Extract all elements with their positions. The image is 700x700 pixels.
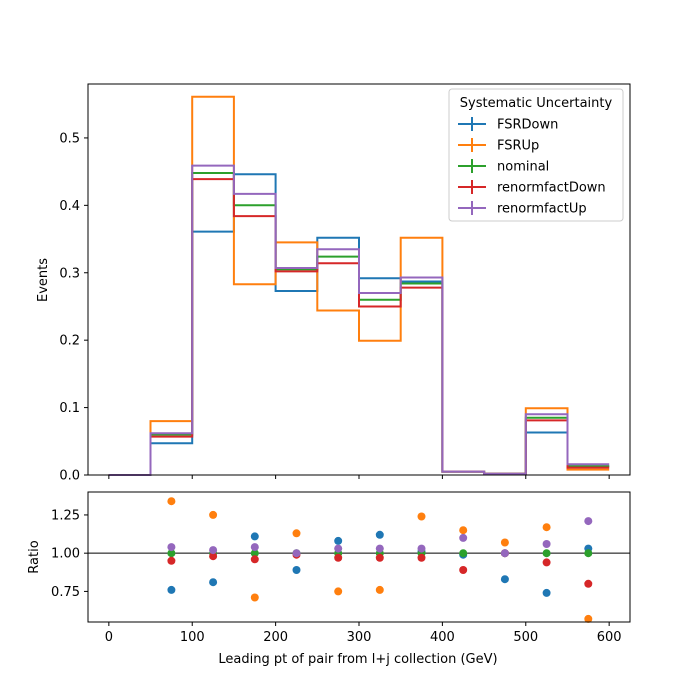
main-histogram-panel: 0.0 0.1 0.2 0.3 0.4 0.5 Events Systematic Unc… — [36, 83, 631, 484]
ratio-x-ticks: 0 100 200 300 400 500 600 — [105, 622, 622, 645]
legend-entry-nominal: nominal — [458, 159, 549, 175]
ratio-point-renormfactUp — [167, 543, 176, 552]
ratio-point-renormfactUp — [375, 544, 384, 553]
ratio-point-renormfactDown — [167, 556, 176, 565]
ratio-y-tick-label: 1.00 — [51, 547, 80, 562]
ratio-point-renormfactDown — [417, 553, 426, 562]
ratio-point-nominal — [459, 549, 468, 558]
ratio-point-renormfactDown — [542, 558, 551, 567]
ratio-point-FSRUp — [500, 538, 509, 547]
x-tick-label: 0 — [105, 630, 113, 645]
ratio-point-renormfactUp — [334, 544, 343, 553]
ratio-point-nominal — [167, 549, 176, 558]
ratio-y-tick-label: 1.25 — [51, 508, 80, 523]
ratio-point-renormfactUp — [584, 517, 593, 526]
main-y-tick-label: 0.1 — [59, 401, 80, 416]
main-y-tick-label: 0.5 — [59, 131, 80, 146]
ratio-point-FSRUp — [167, 497, 176, 506]
ratio-y-axis-label: Ratio — [27, 540, 42, 573]
legend-label-renormfactUp: renormfactUp — [497, 202, 587, 217]
x-tick-label: 600 — [597, 630, 622, 645]
ratio-point-FSRDown — [500, 575, 509, 584]
ratio-point-renormfactDown — [584, 579, 593, 588]
ratio-point-FSRDown — [334, 536, 343, 545]
main-y-tick-label: 0.0 — [59, 469, 80, 484]
ratio-point-FSRUp — [459, 526, 468, 535]
histogram-series-group — [108, 95, 610, 476]
ratio-point-renormfactUp — [209, 546, 218, 555]
ratio-point-FSRUp — [375, 585, 384, 594]
main-y-ticks: 0.0 0.1 0.2 0.3 0.4 0.5 — [59, 131, 88, 484]
legend-entry-FSRDown: FSRDown — [458, 117, 558, 133]
ratio-point-FSRDown — [209, 578, 218, 587]
ratio-point-FSRDown — [542, 588, 551, 597]
x-tick-label: 200 — [263, 630, 288, 645]
ratio-point-FSRUp — [542, 523, 551, 532]
x-tick-label: 400 — [430, 630, 455, 645]
ratio-point-nominal — [584, 549, 593, 558]
ratio-point-renormfactUp — [417, 544, 426, 553]
ratio-point-FSRDown — [250, 532, 259, 541]
ratio-point-FSRUp — [292, 529, 301, 538]
ratio-point-FSRDown — [167, 585, 176, 594]
legend-entries: FSRDown FSRUp nominal renormfactDown renormf… — [458, 117, 606, 217]
ratio-point-renormfactDown — [459, 566, 468, 574]
ratio-point-FSRDown — [375, 530, 384, 539]
x-tick-label: 100 — [180, 630, 205, 645]
legend-label-FSRDown: FSRDown — [497, 118, 558, 133]
main-y-tick-label: 0.2 — [59, 334, 80, 349]
legend-box — [448, 88, 624, 222]
ratio-panel: 0.75 1.00 1.25 0 100 200 300 400 500 600 Ratio L… — [27, 491, 631, 667]
ratio-point-renormfactUp — [542, 540, 551, 548]
ratio-point-renormfactUp — [500, 549, 509, 558]
histogram-series-renormfactUp — [108, 164, 610, 476]
ratio-point-renormfactDown — [209, 552, 218, 561]
ratio-point-FSRUp — [334, 587, 343, 596]
x-axis-label: Leading pt of pair from l+j collection (… — [218, 652, 497, 667]
ratio-point-renormfactDown — [375, 553, 384, 562]
ratio-point-FSRUp — [584, 614, 593, 623]
main-y-tick-label: 0.4 — [59, 199, 80, 214]
legend-label-renormfactDown: renormfactDown — [497, 181, 606, 196]
ratio-y-tick-label: 0.75 — [51, 585, 80, 600]
ratio-point-renormfactDown — [250, 555, 259, 564]
legend-label-FSRUp: FSRUp — [497, 139, 539, 154]
ratio-point-renormfactDown — [334, 553, 343, 562]
legend: Systematic Uncertainty FSRDown FSRUp nomin… — [448, 88, 624, 222]
ratio-point-renormfactUp — [250, 543, 259, 552]
ratio-point-FSRDown — [292, 566, 301, 574]
ratio-point-FSRUp — [250, 593, 259, 602]
ratio-points-group — [167, 497, 593, 623]
legend-entry-renormfactUp: renormfactUp — [458, 201, 587, 217]
x-tick-label: 500 — [513, 630, 538, 645]
ratio-point-FSRUp — [417, 512, 426, 521]
legend-entry-FSRUp: FSRUp — [458, 138, 539, 154]
x-tick-label: 300 — [347, 630, 372, 645]
legend-label-nominal: nominal — [497, 160, 549, 175]
ratio-point-renormfactUp — [292, 549, 301, 558]
main-x-ticks — [108, 475, 610, 479]
legend-entry-renormfactDown: renormfactDown — [458, 180, 606, 196]
ratio-point-renormfactUp — [459, 533, 468, 542]
main-y-tick-label: 0.3 — [59, 266, 80, 281]
ratio-y-ticks: 0.75 1.00 1.25 — [51, 508, 88, 600]
ratio-point-nominal — [250, 549, 259, 558]
ratio-point-nominal — [542, 549, 551, 558]
ratio-point-FSRUp — [209, 510, 218, 519]
main-y-axis-label: Events — [36, 258, 51, 302]
legend-title: Systematic Uncertainty — [460, 96, 613, 111]
